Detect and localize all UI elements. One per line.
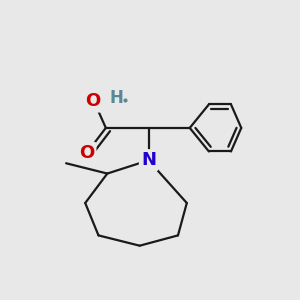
Text: H: H: [109, 89, 123, 107]
Text: N: N: [141, 151, 156, 169]
Text: O: O: [85, 92, 100, 110]
Text: O: O: [79, 144, 94, 162]
